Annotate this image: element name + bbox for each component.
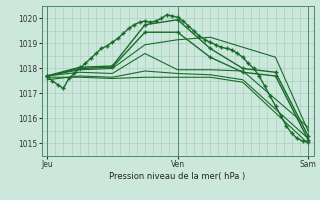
X-axis label: Pression niveau de la mer( hPa ): Pression niveau de la mer( hPa )	[109, 172, 246, 181]
